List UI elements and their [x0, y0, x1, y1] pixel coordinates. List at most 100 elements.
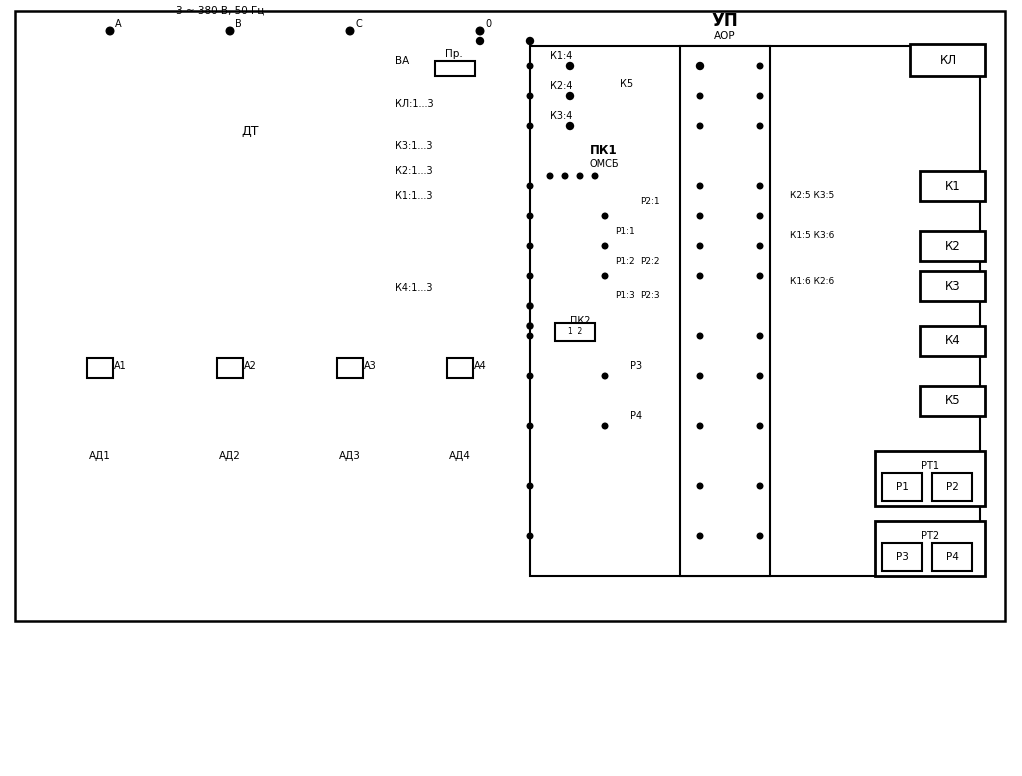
Circle shape [476, 27, 483, 35]
Text: К5: К5 [945, 394, 961, 407]
Text: К4:1...3: К4:1...3 [394, 283, 432, 293]
Text: В: В [235, 19, 242, 29]
Text: АД1: АД1 [89, 451, 111, 461]
Text: Пр.: Пр. [445, 49, 463, 59]
Text: К3: К3 [945, 279, 961, 293]
Circle shape [527, 93, 532, 99]
Circle shape [602, 213, 608, 219]
Text: Р1: Р1 [895, 482, 909, 492]
Circle shape [697, 423, 703, 429]
Bar [447, 358, 473, 378]
Circle shape [697, 63, 703, 70]
Circle shape [757, 483, 762, 489]
Bar [932, 543, 972, 571]
Bar [435, 61, 475, 76]
Circle shape [697, 243, 703, 249]
Bar [87, 358, 113, 378]
Circle shape [226, 27, 234, 35]
Circle shape [566, 92, 573, 99]
Text: Р3: Р3 [630, 361, 642, 371]
Bar [337, 358, 363, 378]
Bar [217, 358, 243, 378]
Text: К2:5 К3:5: К2:5 К3:5 [790, 192, 834, 200]
Circle shape [106, 27, 113, 35]
Text: РТ1: РТ1 [921, 461, 939, 471]
Bar [530, 46, 980, 576]
Circle shape [527, 213, 532, 219]
Circle shape [547, 173, 553, 178]
Circle shape [697, 123, 703, 129]
Circle shape [527, 183, 532, 189]
Circle shape [602, 423, 608, 429]
Text: АОР: АОР [714, 31, 736, 41]
Text: К1:1...3: К1:1...3 [394, 191, 432, 201]
Bar [882, 473, 922, 501]
Text: А2: А2 [244, 361, 257, 371]
Text: Р2:3: Р2:3 [640, 292, 659, 300]
Bar [910, 44, 985, 76]
Text: АД4: АД4 [449, 451, 471, 461]
Circle shape [566, 63, 573, 70]
Circle shape [697, 373, 703, 379]
Text: КЛ:1...3: КЛ:1...3 [394, 99, 433, 109]
Bar [555, 323, 595, 341]
Circle shape [757, 423, 762, 429]
Text: 3 ~ 380 В, 50 Гц: 3 ~ 380 В, 50 Гц [176, 6, 265, 16]
Text: Р2: Р2 [945, 482, 959, 492]
Circle shape [526, 37, 533, 44]
Circle shape [602, 273, 608, 279]
Text: С: С [355, 19, 362, 29]
Text: УП: УП [711, 12, 738, 30]
Circle shape [602, 373, 608, 379]
Circle shape [757, 93, 762, 99]
Bar [920, 231, 985, 261]
Circle shape [562, 173, 568, 178]
Text: ПК1: ПК1 [590, 144, 617, 158]
Circle shape [757, 333, 762, 339]
Circle shape [527, 483, 532, 489]
Circle shape [697, 183, 703, 189]
Bar [882, 543, 922, 571]
Circle shape [757, 123, 762, 129]
Text: К1:4: К1:4 [550, 51, 572, 61]
Circle shape [527, 373, 532, 379]
Text: АД3: АД3 [339, 451, 361, 461]
Text: ПК2: ПК2 [570, 316, 591, 326]
Text: К3:1...3: К3:1...3 [394, 141, 432, 151]
Text: 0: 0 [485, 19, 492, 29]
Text: Р4: Р4 [630, 411, 642, 421]
Text: К2:4: К2:4 [550, 81, 572, 91]
Text: КЛ: КЛ [939, 54, 957, 67]
Circle shape [527, 273, 532, 279]
Circle shape [527, 123, 532, 129]
Text: Р3: Р3 [895, 552, 909, 562]
Text: А: А [115, 19, 122, 29]
Circle shape [757, 183, 762, 189]
Text: К1:6 К2:6: К1:6 К2:6 [790, 276, 834, 286]
Text: ОМСБ: ОМСБ [590, 159, 619, 169]
Circle shape [592, 173, 598, 178]
Circle shape [697, 273, 703, 279]
Circle shape [697, 333, 703, 339]
Circle shape [476, 37, 483, 44]
Text: Р2:1: Р2:1 [640, 196, 659, 206]
Text: РТ2: РТ2 [921, 531, 939, 541]
Circle shape [697, 483, 703, 489]
Text: 1  2: 1 2 [568, 327, 583, 337]
Circle shape [527, 63, 532, 69]
Circle shape [757, 273, 762, 279]
Text: Р1:1: Р1:1 [615, 227, 635, 235]
Circle shape [697, 213, 703, 219]
Circle shape [527, 243, 532, 249]
Text: Р2:2: Р2:2 [640, 257, 659, 265]
Circle shape [757, 63, 762, 69]
Text: К2:1...3: К2:1...3 [394, 166, 432, 176]
Circle shape [527, 303, 533, 309]
Text: ДТ: ДТ [241, 124, 259, 137]
Circle shape [527, 323, 533, 329]
Text: К5: К5 [620, 79, 633, 89]
Circle shape [346, 27, 354, 35]
Text: ВА: ВА [394, 56, 409, 66]
Text: К3:4: К3:4 [550, 111, 572, 121]
Text: А3: А3 [364, 361, 377, 371]
